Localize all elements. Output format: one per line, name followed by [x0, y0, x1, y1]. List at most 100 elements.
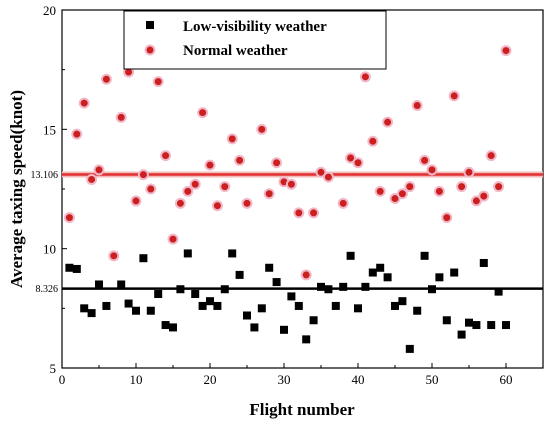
- low-visibility-point: [154, 290, 163, 299]
- low-visibility-point: [479, 258, 488, 267]
- normal-weather-point: [63, 212, 75, 224]
- normal-weather-point: [448, 90, 460, 102]
- normal-weather-point: [433, 185, 445, 197]
- x-axis-title: Flight number: [249, 400, 355, 419]
- low-visibility-point: [487, 321, 496, 330]
- normal-weather-point: [93, 164, 105, 176]
- normal-weather-point: [352, 157, 364, 169]
- reference-line-label: 13.106: [31, 170, 59, 181]
- low-visibility-point: [191, 290, 200, 299]
- normal-weather-point: [470, 195, 482, 207]
- low-visibility-point: [302, 335, 311, 344]
- normal-weather-point: [241, 197, 253, 209]
- low-visibility-point: [183, 249, 192, 258]
- low-visibility-point: [198, 301, 207, 310]
- normal-weather-point: [211, 200, 223, 212]
- y-axis-title: Average taxing speed(knot): [7, 90, 26, 288]
- normal-weather-point: [263, 188, 275, 200]
- low-visibility-point: [228, 249, 237, 258]
- low-visibility-point: [117, 280, 126, 289]
- legend-normal-weather-marker: [144, 44, 156, 56]
- x-tick-label: 10: [130, 372, 143, 387]
- x-tick-label: 30: [278, 372, 291, 387]
- low-visibility-point: [502, 321, 510, 330]
- low-visibility-point: [80, 304, 89, 313]
- y-tick-label: 15: [43, 122, 56, 137]
- low-visibility-point: [354, 304, 362, 313]
- normal-weather-point: [345, 152, 357, 164]
- normal-weather-point: [115, 111, 127, 123]
- normal-weather-point: [396, 188, 408, 200]
- normal-weather-point: [463, 166, 475, 178]
- low-visibility-point: [95, 280, 103, 289]
- low-visibility-point: [132, 306, 140, 315]
- low-visibility-point: [161, 321, 170, 330]
- low-visibility-point: [317, 282, 325, 291]
- low-visibility-point: [280, 325, 288, 334]
- normal-weather-point: [493, 181, 505, 193]
- normal-weather-point: [382, 116, 394, 128]
- normal-weather-point: [374, 185, 386, 197]
- normal-weather-point: [308, 207, 320, 219]
- normal-weather-point: [411, 99, 423, 111]
- normal-weather-point: [71, 128, 83, 140]
- low-visibility-point: [213, 301, 222, 310]
- low-visibility-point: [309, 316, 318, 325]
- normal-weather-point: [285, 178, 297, 190]
- low-visibility-point: [413, 306, 422, 315]
- normal-weather-point: [160, 150, 172, 162]
- low-visibility-point: [102, 301, 111, 310]
- normal-weather-point: [456, 181, 468, 193]
- low-visibility-point: [472, 321, 481, 330]
- normal-weather-point: [485, 150, 497, 162]
- low-visibility-point: [324, 285, 333, 294]
- low-visibility-point: [294, 301, 303, 310]
- low-visibility-point: [398, 297, 407, 306]
- low-visibility-point: [494, 287, 503, 296]
- normal-weather-point: [234, 154, 246, 166]
- low-visibility-point: [331, 301, 340, 310]
- normal-weather-point: [337, 197, 349, 209]
- normal-weather-point: [86, 173, 98, 185]
- normal-weather-point: [226, 133, 238, 145]
- low-visibility-point: [257, 304, 266, 313]
- normal-weather-point: [426, 164, 438, 176]
- low-visibility-point: [169, 323, 177, 332]
- normal-weather-point: [197, 107, 209, 119]
- normal-weather-point: [100, 73, 112, 85]
- low-visibility-point: [176, 285, 185, 294]
- y-tick-label: 10: [43, 242, 56, 257]
- low-visibility-point: [339, 282, 348, 291]
- normal-weather-point: [293, 207, 305, 219]
- y-tick-label: 20: [43, 3, 56, 18]
- x-tick-label: 40: [352, 372, 365, 387]
- low-visibility-point: [420, 251, 429, 260]
- normal-weather-point: [389, 193, 401, 205]
- low-visibility-point: [435, 273, 444, 282]
- normal-weather-point: [300, 269, 312, 281]
- normal-weather-point: [478, 190, 490, 202]
- normal-weather-point: [78, 97, 90, 109]
- low-visibility-point: [450, 268, 459, 277]
- normal-weather-point: [182, 185, 194, 197]
- low-visibility-point: [442, 316, 451, 325]
- legend-low-visibility-label: Low-visibility weather: [183, 19, 327, 35]
- normal-weather-point: [145, 183, 157, 195]
- legend: Low-visibility weather Normal weather: [123, 10, 387, 70]
- x-tick-label: 50: [426, 372, 439, 387]
- normal-weather-point: [404, 181, 416, 193]
- low-visibility-point: [428, 285, 436, 294]
- low-visibility-point: [287, 292, 296, 301]
- normal-weather-point: [271, 157, 283, 169]
- reference-line-label: 8.326: [36, 284, 59, 295]
- normal-weather-point: [500, 45, 512, 57]
- low-visibility-point: [206, 297, 214, 306]
- low-visibility-point: [346, 251, 355, 260]
- normal-weather-point: [315, 166, 327, 178]
- normal-weather-point: [219, 181, 231, 193]
- low-visibility-point: [139, 254, 148, 263]
- low-visibility-point: [146, 306, 155, 315]
- legend-low-visibility-marker: [146, 21, 154, 29]
- low-visibility-point: [376, 263, 385, 272]
